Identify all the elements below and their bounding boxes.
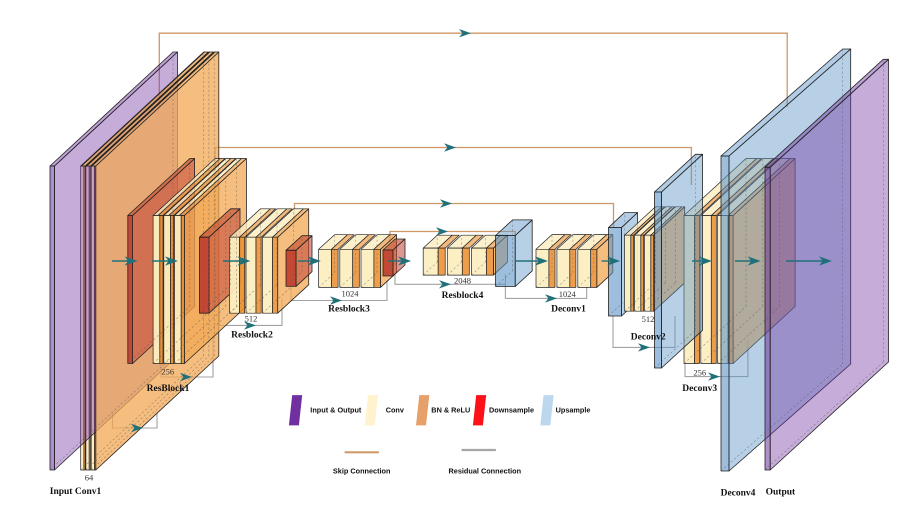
svg-text:512: 512 [642, 314, 655, 324]
svg-text:Resblock2: Resblock2 [231, 331, 273, 341]
svg-text:Resblock3: Resblock3 [328, 305, 370, 315]
svg-text:512: 512 [245, 314, 258, 324]
svg-text:Input Conv1: Input Conv1 [50, 487, 102, 497]
svg-text:Deconv4: Deconv4 [721, 489, 756, 499]
svg-text:Residual Connection: Residual Connection [449, 467, 522, 476]
svg-text:Deconv1: Deconv1 [551, 305, 586, 315]
svg-text:1024: 1024 [559, 289, 577, 299]
svg-text:1024: 1024 [342, 289, 360, 299]
svg-text:64: 64 [85, 473, 94, 483]
svg-text:Deconv3: Deconv3 [682, 384, 717, 394]
svg-text:Downsample: Downsample [489, 406, 534, 415]
svg-text:BN & ReLU: BN & ReLU [431, 406, 470, 415]
svg-text:ResBlock1: ResBlock1 [147, 384, 190, 394]
svg-text:Skip Connection: Skip Connection [333, 467, 391, 476]
svg-text:Output: Output [766, 488, 796, 498]
svg-text:Upsample: Upsample [556, 406, 591, 415]
svg-text:Resblock4: Resblock4 [442, 291, 484, 301]
svg-text:256: 256 [693, 368, 706, 378]
svg-text:Conv: Conv [386, 406, 405, 415]
svg-text:Deconv2: Deconv2 [631, 333, 666, 343]
svg-text:2048: 2048 [454, 276, 471, 286]
svg-text:Input & Output: Input & Output [310, 406, 362, 415]
svg-text:256: 256 [161, 367, 174, 377]
